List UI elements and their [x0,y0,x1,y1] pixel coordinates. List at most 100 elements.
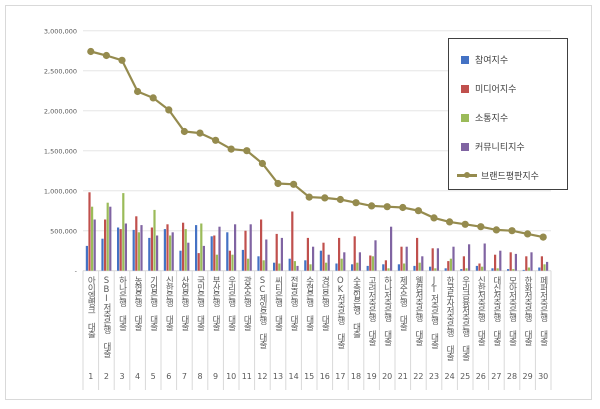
bar-미디어지수-11 [244,230,247,271]
bar-참여지수-11 [241,249,244,271]
bar-소통지수-9 [215,254,218,271]
bar-커뮤니티지수-23 [436,248,439,271]
bar-소통지수-25 [465,268,468,271]
bar-참여지수-8 [195,225,198,271]
category-label: 신한저축은행 대출 [475,276,486,345]
bar-소통지수-1 [91,206,94,271]
bar-커뮤니티지수-13 [280,237,283,271]
bar-커뮤니티지수-15 [312,246,315,271]
category-number: 11 [241,372,252,381]
bar-소통지수-4 [137,232,140,271]
bar-소통지수-14 [293,261,296,271]
category-number: 21 [397,372,408,381]
point-brand-reputation-5 [149,94,157,102]
bar-참여지수-30 [538,267,541,271]
bar-소통지수-23 [434,268,437,271]
bar-소통지수-30 [543,264,546,271]
bar-소통지수-29 [527,267,530,271]
category-label: 씨티은행 대출 [273,276,283,330]
bar-소통지수-20 [387,268,390,271]
bar-소통지수-19 [371,256,374,271]
bar-커뮤니티지수-22 [421,256,424,271]
bar-커뮤니티지수-3 [124,223,127,271]
legend: 참여지수 미디어지수 소통지수 커뮤니티지수 브랜드평판지수 [448,38,568,190]
bar-참여지수-9 [210,236,213,271]
bar-커뮤니티지수-5 [156,235,159,271]
category-label: 우리은행 대출 [226,276,237,330]
point-brand-reputation-20 [383,203,391,211]
bar-소통지수-7 [184,229,187,271]
bar-커뮤니티지수-8 [202,245,205,271]
bar-미디어지수-3 [119,229,122,271]
point-brand-reputation-16 [321,194,329,202]
category-label: 기업은행 대출 [148,276,159,330]
bar-참여지수-23 [429,266,432,271]
category-label: 부산은행 대출 [210,276,221,330]
bar-참여지수-14 [288,258,291,271]
bar-미디어지수-8 [197,253,200,271]
bar-참여지수-16 [319,250,322,271]
point-brand-reputation-27 [492,226,500,234]
category-number: 9 [213,372,219,381]
bar-소통지수-6 [169,235,172,271]
bar-소통지수-17 [340,258,343,271]
bar-미디어지수-4 [135,216,138,271]
bar-미디어지수-19 [369,255,372,271]
category-number: 8 [197,372,203,381]
point-brand-reputation-13 [274,179,282,188]
y-tick-label: 2,000,000 [44,108,77,116]
legend-label: 소통지수 [475,114,509,124]
category-number: 15 [304,372,315,381]
bar-참여지수-4 [132,229,135,271]
category-number: 12 [257,372,268,381]
bar-미디어지수-17 [338,237,341,271]
category-label: 하나은행 대출 [117,276,127,330]
bar-커뮤니티지수-25 [468,244,471,271]
bar-커뮤니티지수-21 [405,246,408,271]
bar-미디어지수-6 [166,224,169,271]
bar-소통지수-8 [200,223,203,271]
category-label: 전북은행 대출 [288,276,299,330]
category-label: 아이엠뱅크 대출 [85,276,96,338]
category-number: 23 [428,372,440,381]
category-label: 신한은행 대출 [163,276,174,330]
bar-참여지수-29 [522,269,525,271]
bar-소통지수-11 [247,258,250,271]
bar-소통지수-26 [481,266,484,271]
point-brand-reputation-17 [336,195,344,204]
category-label: JT저축은행 대출 [429,276,439,348]
bar-참여지수-20 [382,264,385,271]
bar-소통지수-24 [449,258,452,271]
category-label: 국민은행 대출 [195,276,205,330]
bar-커뮤니티지수-9 [218,226,221,271]
category-number: 22 [413,372,424,381]
bar-소통지수-10 [231,254,234,271]
bar-참여지수-3 [117,227,120,271]
bar-소통지수-18 [356,262,359,271]
bar-미디어지수-20 [384,260,387,271]
point-brand-reputation-10 [227,145,235,153]
bar-미디어지수-29 [525,256,528,271]
category-number: 6 [166,372,172,381]
category-number: 26 [475,372,486,381]
y-tick-label: 1,500,000 [44,148,77,156]
bar-커뮤니티지수-11 [249,224,252,271]
legend-label: 미디어지수 [475,85,517,95]
category-number: 13 [272,372,284,381]
bar-미디어지수-27 [494,254,497,271]
category-number: 20 [382,372,393,381]
bar-미디어지수-5 [150,227,153,271]
bar-참여지수-19 [366,265,369,271]
category-number: 3 [119,372,125,381]
bar-참여지수-22 [413,265,416,271]
category-number: 16 [319,372,330,381]
category-label: OK저축은행 대출 [335,276,346,348]
y-tick-label: - [75,268,78,276]
point-brand-reputation-12 [258,159,266,168]
bar-커뮤니티지수-24 [452,246,455,271]
legend-swatch [461,84,469,93]
bar-커뮤니티지수-2 [109,206,112,271]
bar-미디어지수-14 [291,211,294,271]
bar-소통지수-5 [153,209,156,271]
bar-소통지수-3 [122,193,125,271]
